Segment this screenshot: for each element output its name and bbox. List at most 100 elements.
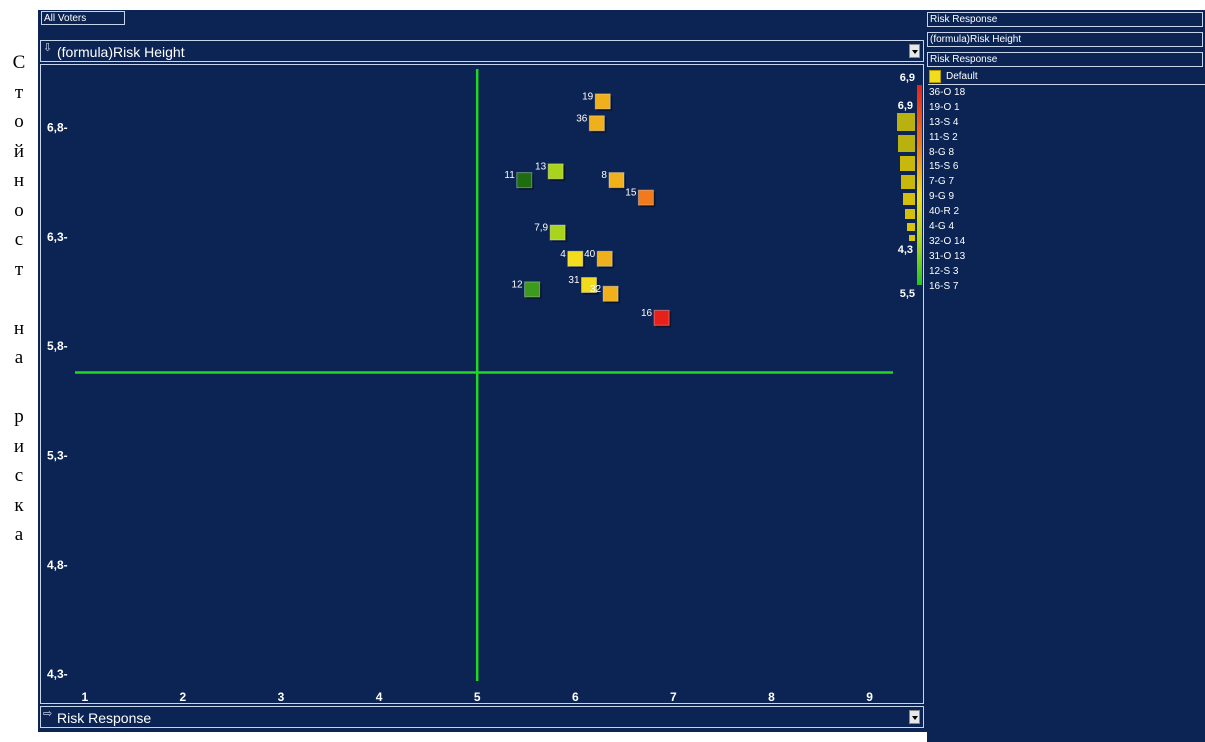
vertical-axis-title-char: о bbox=[14, 111, 24, 132]
y-dropdown-toggle-icon[interactable] bbox=[909, 44, 920, 58]
size-scale-square bbox=[905, 209, 915, 219]
legend-item[interactable]: 8-G 8 bbox=[929, 146, 955, 158]
data-point bbox=[596, 250, 613, 267]
data-point-label: 40 bbox=[584, 249, 596, 260]
data-point-label: 36 bbox=[576, 113, 588, 124]
scatter-chart: 6,8-6,3-5,8-5,3-4,8-4,3-1 2 3 4 5 6 7 8 91936131… bbox=[47, 69, 922, 704]
legend-list: 36-O 18 19-O 1 13-S 4 11-S 2 8-G 8 15-S 6 7-G … bbox=[929, 86, 1129, 294]
data-point bbox=[581, 277, 598, 294]
legend-item[interactable]: 12-S 3 bbox=[929, 265, 959, 277]
color-scale-bar bbox=[917, 85, 922, 285]
right-panel-box-3[interactable]: Risk Response bbox=[927, 52, 1203, 67]
data-point bbox=[524, 281, 541, 298]
legend-item[interactable]: 40-R 2 bbox=[929, 206, 960, 218]
vertical-axis-title-char: т bbox=[14, 258, 24, 280]
right-panel bbox=[927, 10, 1205, 742]
size-scale-max: 6,9 bbox=[898, 100, 913, 112]
size-scale-square bbox=[897, 113, 915, 131]
y-axis-selector[interactable]: ⇩ (formula)Risk Height bbox=[40, 40, 924, 62]
legend-item[interactable]: 15-S 6 bbox=[929, 161, 959, 173]
vertical-axis-title-char: с bbox=[14, 229, 24, 250]
x-tick-label: 5 bbox=[474, 690, 481, 704]
vertical-axis-title-char: и bbox=[13, 435, 25, 457]
x-tick-label: 2 bbox=[180, 690, 187, 704]
data-point bbox=[547, 163, 564, 180]
data-point-label: 15 bbox=[625, 188, 637, 199]
data-point bbox=[653, 309, 670, 326]
size-scale-square bbox=[898, 135, 915, 152]
x-axis-selector[interactable]: ⇨ Risk Response bbox=[40, 706, 924, 728]
y-tick-label: 4,3- bbox=[47, 667, 68, 681]
data-point-label: 13 bbox=[535, 161, 547, 172]
data-point-label: 8 bbox=[601, 170, 607, 181]
size-scale-square bbox=[900, 156, 915, 171]
x-tick-label: 9 bbox=[866, 690, 873, 704]
data-point-label: 19 bbox=[582, 91, 594, 102]
legend-item[interactable]: 31-O 13 bbox=[929, 250, 966, 262]
x-tick-label: 4 bbox=[376, 690, 383, 704]
y-tick-label: 6,3- bbox=[47, 230, 68, 244]
legend-default-label: Default bbox=[946, 71, 978, 82]
data-point bbox=[637, 189, 654, 206]
legend-item[interactable]: 4-G 4 bbox=[929, 221, 955, 233]
down-arrow-icon: ⇩ bbox=[43, 42, 53, 54]
size-scale-square bbox=[907, 223, 915, 231]
vertical-axis-title-char bbox=[0, 373, 38, 403]
y-tick-label: 5,3- bbox=[47, 449, 68, 463]
vertical-axis-title-char: н bbox=[13, 317, 25, 339]
data-point bbox=[608, 172, 625, 189]
x-tick-label: 1 bbox=[81, 690, 88, 704]
vertical-axis-title-char: н bbox=[13, 170, 25, 191]
data-point bbox=[549, 224, 566, 241]
y-axis-selector-label: (formula)Risk Height bbox=[57, 44, 185, 60]
vertical-axis-title-char: С bbox=[12, 52, 26, 73]
y-tick-label: 6,8- bbox=[47, 121, 68, 135]
data-point bbox=[516, 172, 533, 189]
all-voters-selector[interactable]: All Voters bbox=[41, 11, 125, 25]
vertical-axis-title-char: р bbox=[14, 406, 24, 427]
color-scale-max: 6,9 bbox=[900, 72, 915, 84]
legend-item[interactable]: 11-S 2 bbox=[929, 131, 958, 143]
legend-item[interactable]: 32-O 14 bbox=[929, 235, 966, 247]
x-tick-label: 3 bbox=[278, 690, 285, 704]
vertical-axis-title-char: а bbox=[14, 347, 24, 368]
legend-item[interactable]: 19-O 1 bbox=[929, 101, 960, 113]
legend-default-row[interactable]: Default bbox=[928, 69, 1205, 85]
data-point-label: 7,9 bbox=[534, 223, 548, 234]
y-tick-label: 4,8- bbox=[47, 558, 68, 572]
x-dropdown-toggle-icon[interactable] bbox=[909, 710, 920, 724]
vertical-axis-title-char: с bbox=[14, 465, 24, 486]
data-point-label: 32 bbox=[590, 284, 602, 295]
left-margin bbox=[0, 0, 38, 742]
plot-area: 6,8- 6,3- 5,8- 5,3- 4,8- 4,3- 1 2 3 4 5 6 7 8 9 19 36 13 1… bbox=[40, 64, 924, 704]
right-panel-box-2[interactable]: (formula)Risk Height bbox=[927, 32, 1203, 47]
data-point-label: 11 bbox=[504, 170, 515, 181]
data-point-label: 16 bbox=[641, 308, 653, 319]
data-point bbox=[588, 115, 605, 132]
vertical-axis-title-char bbox=[0, 284, 38, 314]
data-point-label: 4 bbox=[560, 249, 566, 260]
legend-item[interactable]: 13-S 4 bbox=[929, 116, 959, 128]
vertical-axis-title-char: а bbox=[14, 524, 24, 545]
data-point bbox=[567, 250, 584, 267]
x-axis-selector-label: Risk Response bbox=[57, 710, 152, 726]
size-scale-square bbox=[901, 175, 915, 189]
vertical-axis-title-char: т bbox=[14, 81, 24, 103]
legend-item[interactable]: 7-G 7 bbox=[929, 176, 955, 188]
data-point-label: 31 bbox=[568, 275, 580, 286]
right-panel-box-1[interactable]: Risk Response bbox=[927, 12, 1203, 27]
size-scale-square bbox=[903, 193, 915, 205]
data-point-label: 12 bbox=[511, 279, 523, 290]
x-tick-label: 6 bbox=[572, 690, 579, 704]
vertical-axis-title-char: к bbox=[14, 494, 24, 516]
size-scale-square bbox=[909, 235, 915, 241]
legend-item[interactable]: 9-G 9 bbox=[929, 191, 955, 203]
y-tick-label: 5,8- bbox=[47, 339, 68, 353]
color-scale-min: 5,5 bbox=[900, 288, 915, 300]
vertical-axis-title-char: й bbox=[13, 140, 25, 162]
data-point bbox=[594, 93, 611, 110]
x-tick-label: 8 bbox=[768, 690, 775, 704]
legend-item[interactable]: 16-S 7 bbox=[929, 280, 959, 292]
legend-item[interactable]: 36-O 18 bbox=[929, 87, 966, 98]
